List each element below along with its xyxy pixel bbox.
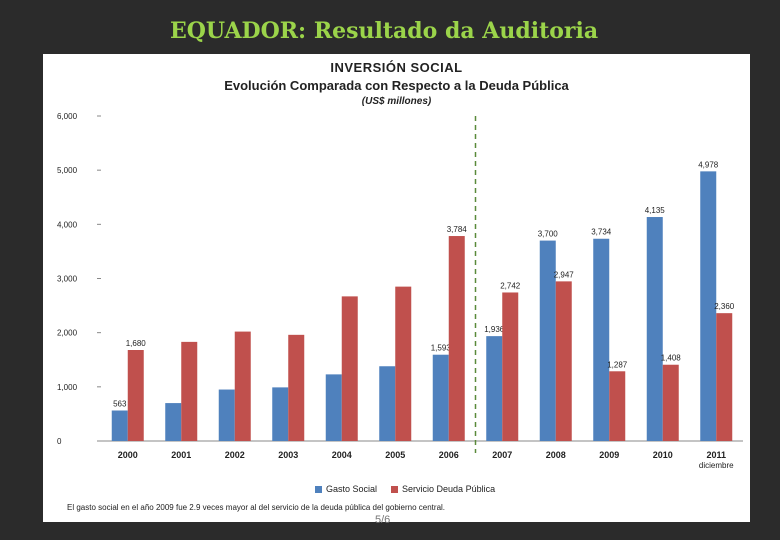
bar-gasto-social — [111, 410, 128, 441]
x-tick-label: 2001 — [171, 450, 191, 460]
data-label: 1,593 — [431, 344, 452, 353]
data-label: 1,680 — [126, 339, 147, 348]
y-tick-label: 1,000 — [57, 383, 78, 392]
bar-gasto-social — [700, 171, 717, 441]
data-label: 3,734 — [591, 228, 612, 237]
bar-servicio-deuda — [181, 341, 198, 441]
slide-title: EQUADOR: Resultado da Auditoria — [170, 18, 599, 44]
x-tick-label: 2009 — [599, 450, 619, 460]
data-label: 1,287 — [607, 360, 628, 369]
bar-servicio-deuda — [716, 313, 733, 441]
chart-title: INVERSIÓN SOCIAL — [330, 60, 463, 75]
legend-swatch-servicio-deuda — [391, 485, 399, 493]
x-tick-label: 2003 — [278, 450, 298, 460]
bar-gasto-social — [486, 336, 503, 441]
x-tick-label: 2011 — [706, 450, 726, 460]
x-tick-label: 2002 — [225, 450, 245, 460]
y-tick-label: 6,000 — [57, 112, 78, 121]
data-label: 4,978 — [698, 160, 719, 169]
chart-subtitle: Evolución Comparada con Respecto a la De… — [224, 78, 569, 93]
data-label: 3,784 — [447, 225, 468, 234]
legend-swatch-gasto-social — [315, 485, 322, 493]
bar-gasto-social — [593, 238, 610, 441]
bar-gasto-social — [539, 240, 556, 441]
chart-panel: INVERSIÓN SOCIAL Evolución Comparada con… — [43, 54, 750, 522]
bar-gasto-social — [432, 354, 449, 441]
bar-servicio-deuda — [395, 286, 412, 441]
x-tick-label: 2005 — [385, 450, 405, 460]
legend-label-servicio-deuda: Servicio Deuda Pública — [402, 484, 496, 494]
legend-item-servicio-deuda: Servicio Deuda Pública — [391, 484, 495, 494]
chart-legend: Gasto Social Servicio Deuda Pública — [315, 484, 495, 494]
data-label: 1,936 — [484, 325, 505, 334]
data-label: 563 — [113, 400, 127, 409]
bar-chart: 0 1,000 2,000 3,000 4,000 5,000 6,000 563 1,680 2… — [57, 112, 743, 470]
bar-servicio-deuda — [609, 371, 626, 441]
data-label: 2,742 — [500, 281, 521, 290]
data-label: 2,947 — [554, 270, 575, 279]
y-tick-label: 0 — [57, 437, 62, 446]
bar-servicio-deuda — [234, 331, 251, 441]
slide-page-number: 5/6 — [375, 514, 391, 526]
x-tick-label: 2010 — [653, 450, 673, 460]
data-label: 4,135 — [645, 206, 666, 215]
x-tick-label: 2000 — [118, 450, 138, 460]
data-label: 3,700 — [538, 230, 559, 239]
bar-gasto-social — [272, 387, 289, 441]
x-tick-label: 2006 — [439, 450, 459, 460]
chart-footnote: El gasto social en el año 2009 fue 2.9 v… — [67, 503, 446, 512]
bar-servicio-deuda — [341, 296, 358, 441]
x-tick-label: 2008 — [546, 450, 566, 460]
bar-servicio-deuda — [662, 364, 679, 441]
bar-gasto-social — [218, 389, 235, 441]
chart-units-label: (US$ millones) — [361, 96, 432, 107]
legend-item-gasto-social: Gasto Social — [315, 484, 377, 494]
data-label: 2,360 — [714, 302, 735, 311]
bar-gasto-social — [379, 366, 396, 441]
data-label: 1,408 — [661, 354, 682, 363]
bar-gasto-social — [325, 374, 342, 441]
x-tick-sublabel: diciembre — [699, 461, 734, 470]
bar-servicio-deuda — [288, 334, 305, 441]
bar-gasto-social — [165, 403, 182, 441]
y-tick-label: 2,000 — [57, 329, 78, 338]
bar-servicio-deuda — [502, 292, 519, 441]
y-tick-label: 4,000 — [57, 220, 78, 229]
bar-servicio-deuda — [448, 236, 465, 441]
legend-label-gasto-social: Gasto Social — [326, 484, 378, 494]
y-tick-label: 3,000 — [57, 275, 78, 284]
bar-gasto-social — [646, 217, 663, 441]
bar-servicio-deuda — [555, 281, 572, 441]
y-tick-label: 5,000 — [57, 166, 78, 175]
x-tick-label: 2004 — [332, 450, 352, 460]
x-tick-label: 2007 — [492, 450, 512, 460]
bar-servicio-deuda — [127, 350, 144, 441]
